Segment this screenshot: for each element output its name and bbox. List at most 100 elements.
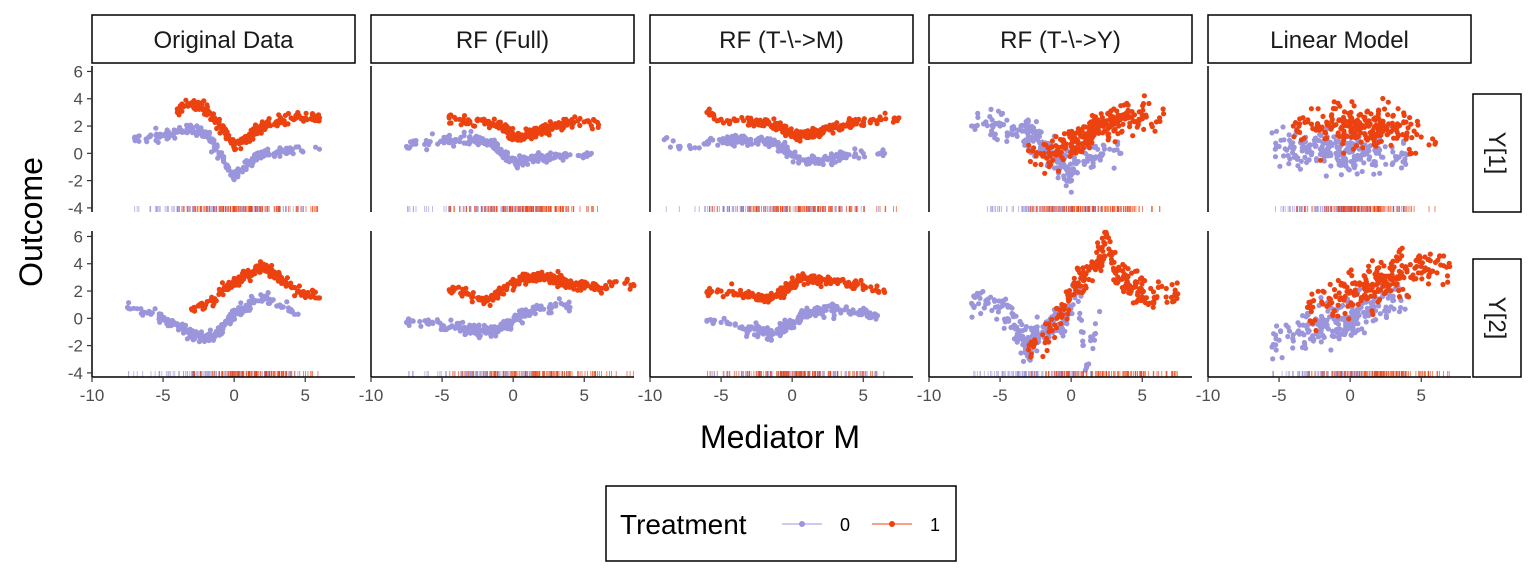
data-point (1098, 119, 1104, 126)
data-point (677, 143, 683, 149)
data-point (303, 110, 309, 116)
data-point (545, 154, 551, 160)
data-point (1356, 112, 1362, 118)
data-point (462, 331, 469, 337)
data-point (1415, 122, 1421, 128)
data-point (784, 153, 790, 160)
data-point (218, 331, 224, 337)
data-point (519, 275, 525, 281)
data-point (126, 300, 132, 306)
data-point (446, 113, 452, 119)
data-point (853, 151, 859, 157)
data-point (1038, 161, 1044, 168)
data-point (1405, 125, 1411, 131)
data-point (460, 120, 466, 126)
data-point (155, 139, 161, 145)
data-point (202, 109, 208, 115)
data-point (487, 302, 493, 308)
data-point (1366, 156, 1372, 162)
data-point (1299, 148, 1305, 154)
data-point (179, 101, 185, 107)
data-point (1021, 138, 1027, 145)
data-point (1305, 117, 1311, 123)
data-point (258, 292, 264, 298)
data-point (284, 299, 290, 305)
data-point (470, 294, 476, 300)
data-point (1055, 168, 1062, 174)
data-point (516, 308, 523, 314)
data-point (496, 121, 502, 127)
data-point (546, 124, 553, 131)
data-point (205, 331, 211, 337)
data-point (1408, 121, 1414, 127)
data-point (1157, 118, 1163, 124)
data-point (829, 158, 836, 164)
data-point (1066, 167, 1072, 173)
data-point (1334, 144, 1340, 150)
data-point (198, 131, 204, 137)
data-point (262, 124, 268, 130)
data-point (1385, 112, 1391, 118)
data-point (720, 120, 727, 126)
data-point (1063, 183, 1069, 189)
data-point (995, 121, 1001, 127)
data-point (1294, 127, 1300, 133)
data-point (782, 143, 788, 149)
data-point (1098, 151, 1104, 157)
data-point (1308, 121, 1315, 127)
data-point (721, 136, 727, 142)
data-point (277, 302, 283, 308)
data-point (290, 151, 296, 157)
data-point (734, 117, 740, 123)
data-point (225, 133, 231, 139)
data-point (174, 129, 180, 135)
data-point (238, 300, 244, 306)
data-point (446, 139, 452, 145)
data-point (1352, 135, 1358, 141)
data-point (230, 137, 236, 143)
data-point (1371, 135, 1377, 141)
data-point (981, 121, 987, 127)
data-point (1367, 121, 1373, 127)
data-point (1069, 148, 1075, 154)
data-point (1331, 99, 1337, 105)
data-point (775, 144, 781, 150)
data-point (301, 115, 307, 121)
data-point (482, 121, 488, 127)
data-point (842, 123, 848, 129)
series-treatment-0 (661, 132, 888, 168)
data-point (207, 327, 213, 333)
data-point (751, 123, 757, 129)
data-point (313, 144, 319, 150)
data-point (1025, 124, 1031, 130)
data-point (1049, 138, 1055, 144)
data-point (796, 160, 802, 166)
data-point (1336, 162, 1342, 168)
data-point (1346, 120, 1352, 126)
data-point (552, 124, 558, 130)
data-point (1395, 106, 1401, 112)
data-point (1025, 136, 1031, 142)
data-point (1025, 148, 1032, 154)
data-point (194, 123, 200, 129)
data-point (212, 115, 218, 121)
data-point (241, 136, 247, 143)
data-point (1385, 99, 1391, 105)
data-point (1120, 121, 1126, 127)
data-point (1353, 143, 1359, 149)
data-point (833, 125, 839, 131)
data-point (277, 115, 284, 121)
data-point (1004, 117, 1010, 123)
data-point (775, 148, 781, 154)
data-point (259, 119, 265, 125)
data-point (538, 303, 544, 309)
data-point (1355, 123, 1361, 129)
data-point (174, 106, 180, 112)
data-point (152, 306, 158, 312)
data-point (1086, 136, 1092, 142)
data-point (1030, 125, 1037, 131)
data-point (1359, 152, 1365, 158)
data-point (1341, 122, 1347, 128)
data-point (768, 124, 775, 130)
data-point (166, 320, 172, 326)
